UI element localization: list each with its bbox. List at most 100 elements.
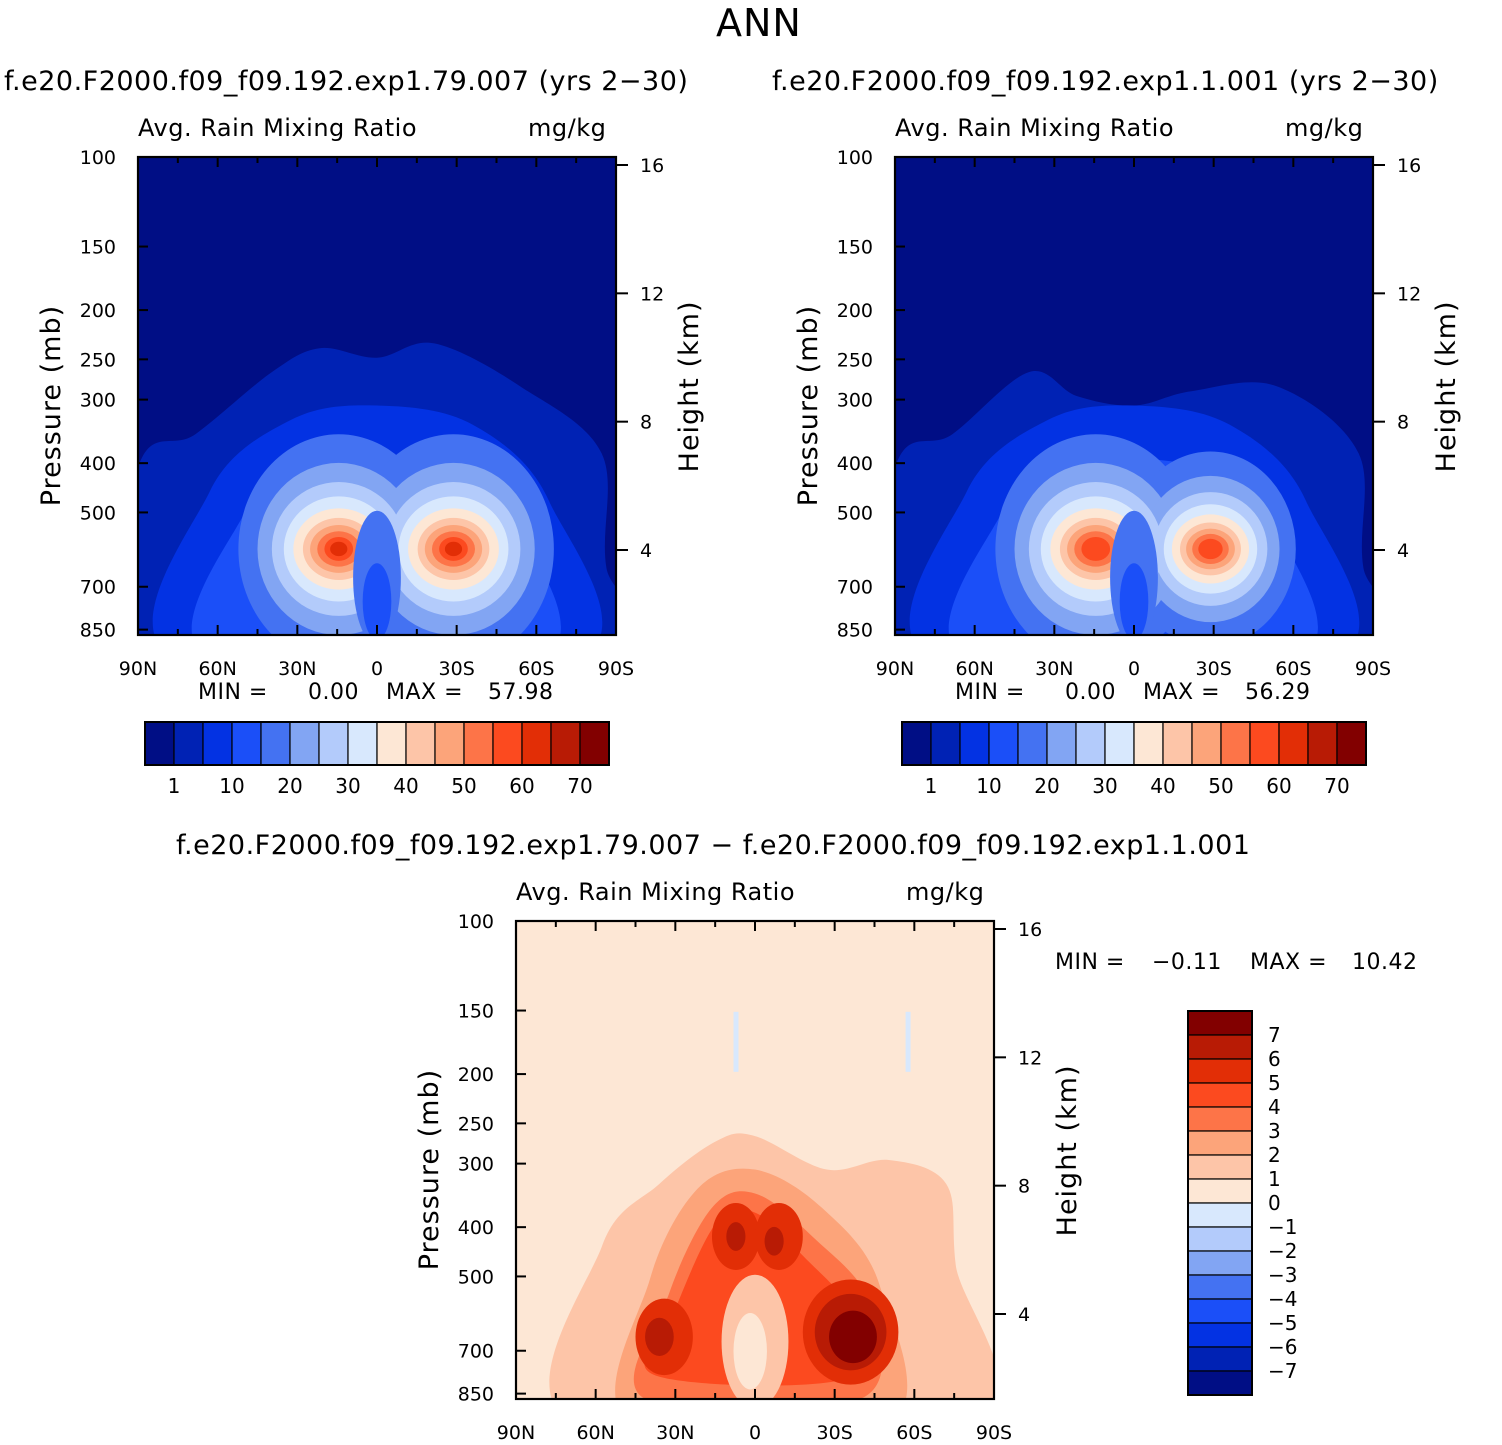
colorbar-swatch [1187,1346,1253,1372]
y-tick-label: 700 [458,1341,494,1363]
y-axis-title: Pressure (mb) [793,305,824,506]
x-tick-label: 60S [518,658,554,680]
colorbar-tick-label: 30 [1092,774,1117,798]
y-right-tick-label: 8 [1397,412,1409,434]
colorbar-swatch [579,721,610,766]
contour-level [1081,537,1111,561]
y-right-tick-label: 16 [1397,155,1421,177]
y-right-axis-title: Height (km) [674,301,705,473]
x-tick-label: 0 [371,658,383,680]
colorbar-tick-label: −3 [1268,1263,1297,1287]
y-right-tick-label: 12 [1397,283,1421,305]
contour-level [733,1011,739,1072]
x-tick-label: 0 [1128,658,1140,680]
y-tick-label: 250 [837,349,873,371]
colorbar-swatch [376,721,407,766]
y-tick-label: 700 [80,577,116,599]
y-tick-label: 150 [80,237,116,259]
y-tick-label: 250 [458,1113,494,1135]
contour-level [726,1222,746,1251]
panel1-case-title: f.e20.F2000.f09_f09.192.exp1.79.007 (yrs… [4,66,689,97]
y-right-tick-label: 8 [1018,1176,1030,1198]
colorbar-tick-label: 60 [1266,774,1291,798]
colorbar-swatch [988,721,1019,766]
y-tick-label: 100 [458,911,494,933]
x-tick-label: 30N [656,1422,694,1444]
colorbar-swatch [1187,1082,1253,1108]
y-tick-label: 200 [837,300,873,322]
colorbar-tick-label: −2 [1268,1239,1297,1263]
colorbar-swatch [1187,1058,1253,1084]
panel1-min-value: 0.00 [308,680,359,705]
colorbar-frame [1187,1010,1253,1396]
contour-level [1119,563,1149,635]
colorbar-tick-label: 30 [335,774,360,798]
y-tick-label: 100 [837,147,873,169]
contour-level [905,1011,911,1072]
colorbar-swatch [1191,721,1222,766]
x-tick-label: 90S [598,658,634,680]
y-right-tick-label: 16 [640,155,664,177]
colorbar-swatch [144,721,175,766]
colorbar-swatch [1336,721,1367,766]
y-tick-label: 500 [80,502,116,524]
colorbar-swatch [231,721,262,766]
colorbar-tick-label: −6 [1268,1335,1297,1359]
y-tick-label: 400 [458,1217,494,1239]
panel3-variable-label: Avg. Rain Mixing Ratio [516,878,796,906]
x-tick-label: 60S [1275,658,1311,680]
y-right-tick-label: 12 [1018,1047,1042,1069]
colorbar-swatch [463,721,494,766]
y-right-tick-label: 8 [640,412,652,434]
panel2-case-title: f.e20.F2000.f09_f09.192.exp1.1.001 (yrs … [772,66,1439,97]
y-right-tick-label: 4 [1397,540,1409,562]
panel2-max-label: MAX = [1143,680,1221,705]
colorbar-tick-label: 60 [509,774,534,798]
colorbar-frame [144,721,610,766]
colorbar-swatch [959,721,990,766]
panel3-units-label: mg/kg [906,878,985,906]
colorbar-tick-label: 20 [1034,774,1059,798]
colorbar-swatch [347,721,378,766]
y-tick-label: 500 [458,1266,494,1288]
y-right-axis-title: Height (km) [1431,301,1462,473]
colorbar-tick-label: 2 [1268,1143,1281,1167]
y-tick-label: 300 [837,390,873,412]
colorbar-swatch [1187,1130,1253,1156]
colorbar-swatch [1187,1226,1253,1252]
y-tick-label: 300 [80,390,116,412]
panel3-case-title: f.e20.F2000.f09_f09.192.exp1.79.007 − f.… [176,830,1251,861]
colorbar-tick-label: −5 [1268,1311,1297,1335]
y-tick-label: 400 [837,453,873,475]
colorbar-frame [901,721,1367,766]
y-tick-label: 400 [80,453,116,475]
panel2-units-label: mg/kg [1285,114,1364,142]
colorbar-swatch [1278,721,1309,766]
x-tick-label: 90N [876,658,914,680]
panel2-min-label: MIN = [955,680,1025,705]
colorbar-swatch [1187,1154,1253,1180]
y-tick-label: 150 [837,237,873,259]
x-tick-label: 30S [1196,658,1232,680]
x-tick-label: 30N [278,658,316,680]
colorbar-swatch [434,721,465,766]
colorbar-swatch [1187,1298,1253,1324]
y-tick-label: 850 [837,620,873,642]
y-right-tick-label: 4 [640,540,652,562]
panel3-min-label: MIN = [1055,950,1125,975]
colorbar-swatch [1162,721,1193,766]
x-tick-label: 60S [896,1422,932,1444]
x-tick-label: 90S [1355,658,1391,680]
y-tick-label: 250 [80,349,116,371]
contour-level [444,541,463,557]
x-tick-label: 60N [198,658,236,680]
contour-level [829,1310,877,1364]
colorbar-swatch [492,721,523,766]
panel1-plot: 90N 60N 30N 0 30S 60S 90S 100 150 200 250 300 400 500… [36,147,705,680]
panel2-max-value: 56.29 [1245,680,1311,705]
colorbar-swatch [1104,721,1135,766]
colorbar-swatch [1017,721,1048,766]
panel3-max-label: MAX = [1250,950,1328,975]
colorbar-tick-label: −7 [1268,1359,1297,1383]
panel1-max-value: 57.98 [488,680,554,705]
